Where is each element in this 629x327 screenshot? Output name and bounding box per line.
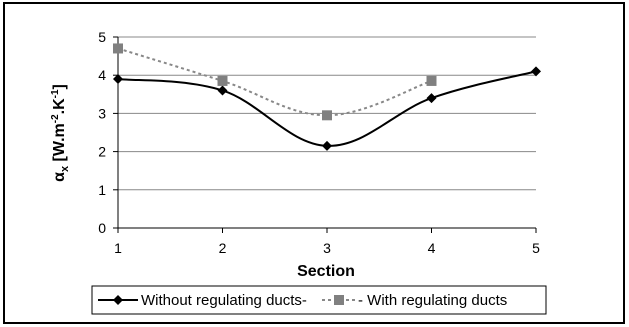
legend-marker-with — [334, 295, 344, 305]
y-axis-title: αx [W.m-2.K-1] — [50, 84, 71, 182]
axes — [113, 36, 537, 233]
legend-label-without: Without regulating ducts- — [141, 292, 307, 309]
x-tick-label: 3 — [323, 240, 331, 256]
y-tick-label: 4 — [98, 67, 106, 83]
data-point-square — [113, 43, 123, 54]
data-point-diamond — [531, 66, 541, 77]
y-tick-label: 5 — [98, 29, 106, 45]
legend-label-with: - With regulating ducts — [358, 292, 507, 309]
data-point-diamond — [113, 74, 123, 85]
y-tick-labels: 0 1 2 3 4 5 — [98, 29, 106, 236]
x-tick-label: 4 — [428, 240, 436, 256]
series-line-0 — [117, 70, 537, 147]
legend-box — [91, 285, 547, 315]
x-tick-label: 1 — [114, 240, 122, 256]
x-tick-label: 2 — [219, 240, 227, 256]
chart-frame — [3, 2, 625, 324]
x-tick-label: 5 — [532, 240, 540, 256]
y-tick-label: 1 — [98, 182, 106, 198]
y-tick-label: 3 — [98, 105, 106, 121]
x-axis-title: Section — [297, 263, 355, 280]
legend: Without regulating ducts- - With regulat… — [91, 285, 547, 315]
data-point-square — [217, 75, 228, 86]
y-tick-label: 2 — [98, 144, 106, 160]
legend-marker-without — [113, 295, 123, 305]
data-point-diamond — [426, 93, 437, 104]
series-group — [113, 43, 541, 151]
data-point-square — [322, 110, 332, 121]
y-tick-label: 0 — [98, 220, 106, 236]
data-point-square — [426, 75, 437, 86]
data-point-diamond — [322, 140, 332, 151]
x-tick-labels: 1 2 3 4 5 — [114, 240, 540, 256]
gridlines — [118, 36, 536, 191]
data-point-diamond — [217, 85, 228, 96]
